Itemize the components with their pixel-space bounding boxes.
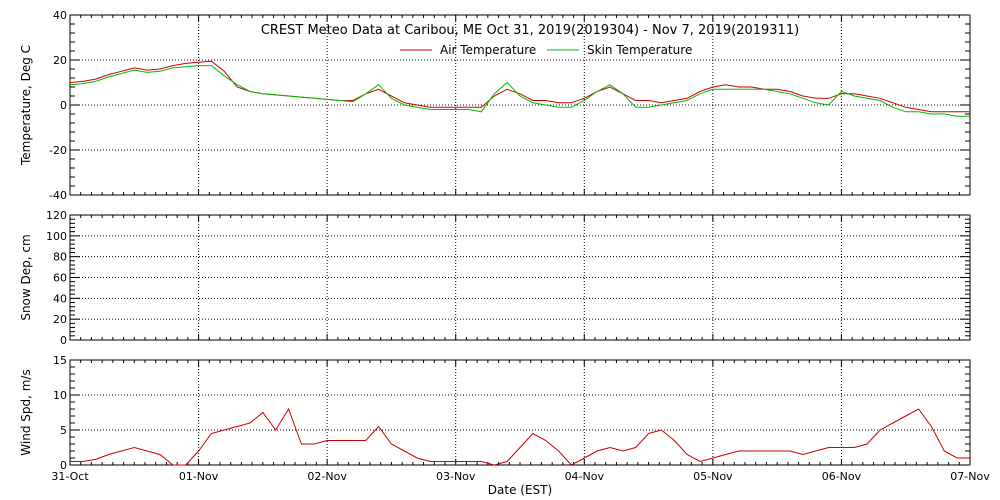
x-axis-label: Date (EST) [488,483,552,497]
x-tick-label: 01-Nov [179,470,219,483]
y-tick-label: 15 [53,354,67,367]
y-tick-label: 0 [60,334,67,347]
temperature-panel: 40 20 0 -20 -40 Temperature, Deg C [19,9,971,202]
y-tick-label: 5 [60,424,67,437]
series-line-1 [69,65,970,117]
y-tick-label: 0 [60,99,67,112]
y-tick-label: 60 [53,272,67,285]
y-axis-label: Wind Spd, m/s [19,369,33,455]
plot-frame [69,359,971,466]
y-tick-label: 0 [60,459,67,472]
legend-air-label: Air Temperature [440,43,536,57]
series-line-0 [69,60,970,113]
x-tick-label: 03-Nov [436,470,476,483]
x-tick-label: 05-Nov [693,470,733,483]
snow-depth-panel: 120 100 80 60 40 20 0 Snow Dep, cm [19,209,971,347]
x-tick-label: 31-Oct [51,470,89,483]
chart-title: CREST Meteo Data at Caribou, ME Oct 31, … [261,23,799,38]
x-tick-label: 04-Nov [565,470,605,483]
y-tick-label: 20 [53,313,67,326]
y-axis-label: Snow Dep, cm [19,234,33,320]
x-tick-label: 02-Nov [307,470,347,483]
y-tick-label: -20 [49,144,67,157]
y-tick-label: 120 [46,209,67,222]
series-line-0 [70,407,970,466]
y-tick-label: 80 [53,251,67,264]
x-tick-label: 06-Nov [822,470,862,483]
y-tick-label: 40 [53,292,67,305]
wind-speed-panel: 15 10 5 0 Wind Spd, m/s 31-Oct 01-Nov 02-Nov 03-… [19,354,990,483]
legend-skin-label: Skin Temperature [587,43,692,57]
y-tick-label: 10 [53,389,67,402]
y-tick-label: 40 [53,9,67,22]
legend: Air Temperature Skin Temperature [400,43,692,57]
x-tick-label: 07-Nov [950,470,990,483]
y-axis-label: Temperature, Deg C [19,45,33,166]
y-tick-label: 20 [53,54,67,67]
y-tick-label: 100 [46,230,67,243]
y-tick-label: -40 [49,189,67,202]
